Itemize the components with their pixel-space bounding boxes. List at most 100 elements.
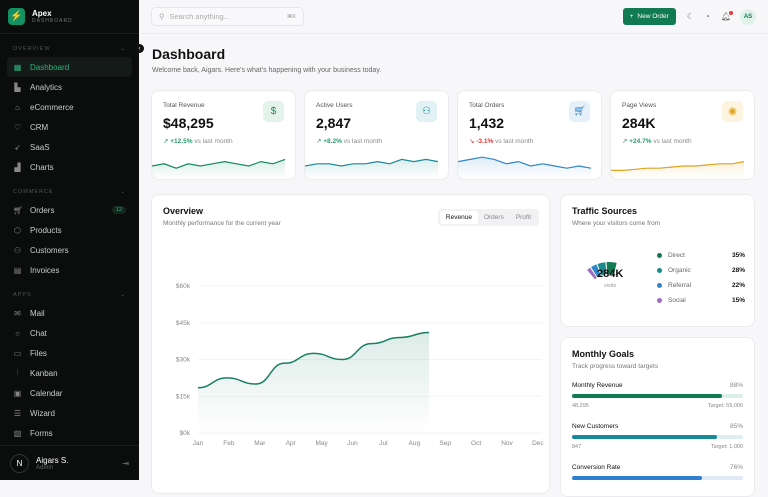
x-tick-label: Jun (347, 440, 358, 447)
section-overview[interactable]: OVERVIEW ⌄ (0, 46, 139, 52)
chart-icon: ▟ (14, 162, 21, 172)
overview-chart: $0k $15k $30k $45k $60k Jan Feb Mar Apr May Jun Jul… (176, 283, 545, 447)
section-apps[interactable]: APPS ⌄ (0, 292, 139, 298)
goal-target: Target: 1,000 (710, 444, 743, 450)
goal-progress-fill (572, 476, 702, 480)
moon-icon[interactable]: ☾ (686, 12, 694, 21)
sidebar-item-crm[interactable]: ♡ CRM (7, 117, 132, 137)
trend-down-icon: ↘ (469, 138, 475, 145)
chevron-down-icon: ⌄ (120, 46, 126, 52)
sidebar-item-calendar[interactable]: ▣ Calendar (7, 383, 132, 403)
sparkline-line (458, 156, 592, 169)
stat-card-total-orders[interactable]: Total Orders 1,432 ↘ -3.1% vs last month… (457, 90, 602, 180)
trend-up-icon: ↗ (316, 138, 322, 145)
tab-profit[interactable]: Profit (515, 214, 531, 221)
brand[interactable]: ⚡ Apex DASHBOARD (0, 0, 139, 34)
bell-icon[interactable]: 🔔︎ (720, 11, 733, 21)
cart-icon: 🛒︎ (13, 205, 24, 215)
user-name: Aigars S. (36, 455, 69, 465)
stat-card-total-revenue[interactable]: Total Revenue $48,295 ↗ +12.5% vs last m… (151, 90, 296, 180)
legend-item-direct: Direct 35% (657, 252, 745, 259)
user-profile[interactable]: N Aigars S. Admin ⇥ (0, 445, 139, 480)
stat-card-page-views[interactable]: Page Views 284K ↗ +24.7% vs last month ◉ (610, 90, 755, 180)
goal-pct: 88% (729, 382, 743, 389)
stat-label: Active Users (316, 102, 353, 109)
legend-name: Social (668, 297, 686, 304)
donut-segment-social[interactable] (587, 267, 597, 280)
goal-target: Target: 55,000 (707, 403, 743, 409)
stat-value: 1,432 (469, 115, 505, 131)
sidebar-item-mail[interactable]: ✉ Mail (7, 303, 132, 323)
sidebar-item-forms[interactable]: ▧ Forms (7, 423, 132, 443)
box-icon: ⬡ (14, 225, 21, 235)
user-avatar[interactable]: AS (740, 8, 756, 25)
stat-card-active-users[interactable]: Active Users 2,847 ↗ +8.2% vs last month… (304, 90, 449, 180)
sidebar-item-products[interactable]: ⬡ Products (7, 220, 132, 240)
stat-value: $48,295 (163, 115, 214, 131)
palette-icon[interactable]: ◔ (705, 12, 710, 21)
sparkline-area (305, 159, 438, 179)
donut-segment-organic[interactable] (597, 262, 607, 276)
donut-segment-direct[interactable] (606, 262, 617, 275)
folder-icon: ▭ (13, 348, 22, 358)
sidebar-item-label: Kanban (30, 368, 58, 378)
user-role: Admin (36, 464, 54, 471)
legend-dot (657, 298, 662, 303)
goal-current: 48,295 (572, 403, 589, 409)
legend-pct: 28% (731, 267, 745, 274)
sidebar-item-charts[interactable]: ▟ Charts (7, 157, 132, 177)
x-tick-label: Sep (439, 440, 451, 447)
kanban-icon: ⦙ (16, 368, 19, 377)
legend-dot (657, 253, 662, 258)
sidebar-item-orders[interactable]: 🛒︎ Orders 12 (7, 200, 132, 220)
y-tick-label: $30k (176, 357, 191, 364)
trend-up-icon: ↗ (622, 138, 628, 145)
stat-value: 2,847 (316, 115, 352, 131)
collapse-sidebar-button[interactable]: ‹ (135, 44, 144, 53)
sidebar-item-chat[interactable]: ○ Chat (7, 323, 132, 343)
sidebar-item-kanban[interactable]: ⦙ Kanban (7, 363, 132, 383)
tab-revenue[interactable]: Revenue (439, 211, 478, 224)
sidebar-item-analytics[interactable]: ▙ Analytics (7, 77, 132, 97)
sidebar-item-customers[interactable]: ⚇ Customers (7, 240, 132, 260)
sparkline-area (458, 157, 591, 179)
sidebar-item-wizard[interactable]: ☰ Wizard (7, 403, 132, 423)
new-order-button[interactable]: + New Order (622, 8, 676, 25)
series-line (197, 331, 430, 389)
sidebar: ⚡ Apex DASHBOARD OVERVIEW ⌄ ▦ Dashboard ▙ Anal… (0, 0, 139, 480)
search-input[interactable]: ⚲ Search anything... ⌘K (151, 7, 304, 26)
overview-subtitle: Monthly performance for the current year (163, 220, 281, 227)
sidebar-item-label: Files (30, 348, 47, 358)
sidebar-item-dashboard[interactable]: ▦ Dashboard (7, 57, 132, 77)
sidebar-item-label: Wizard (30, 408, 55, 418)
sidebar-nav: OVERVIEW ⌄ ▦ Dashboard ▙ Analytics ⌂ eCommerce ♡… (0, 46, 139, 443)
sidebar-item-label: Mail (30, 308, 45, 318)
brand-name: Apex (32, 9, 52, 18)
logout-icon[interactable]: ⇥ (122, 458, 129, 468)
goal-progress-bar (572, 435, 743, 439)
notification-dot (729, 11, 733, 15)
sidebar-item-invoices[interactable]: ▤ Invoices (7, 260, 132, 280)
sidebar-item-saas[interactable]: ➶ SaaS (7, 137, 132, 157)
change-value: +8.2% (323, 138, 342, 145)
sparkline-line (152, 158, 286, 169)
plus-icon: + (629, 13, 634, 20)
page-title: Dashboard (152, 46, 226, 62)
sidebar-item-label: Invoices (30, 265, 60, 275)
goal-pct: 85% (729, 423, 743, 430)
sparkline-area (152, 159, 285, 179)
tab-orders[interactable]: Orders (483, 214, 504, 221)
section-commerce[interactable]: COMMERCE ⌄ (0, 189, 139, 195)
legend-dot (657, 283, 662, 288)
sidebar-item-ecommerce[interactable]: ⌂ eCommerce (7, 97, 132, 117)
overview-card: Overview Monthly performance for the cur… (151, 194, 550, 494)
page-subtitle: Welcome back, Aigars. Here's what's happ… (152, 67, 382, 74)
sidebar-item-files[interactable]: ▭ Files (7, 343, 132, 363)
sparkline (458, 156, 592, 179)
stat-label: Page Views (622, 102, 657, 109)
sidebar-item-label: Analytics (30, 82, 63, 92)
donut-segment-referral[interactable] (591, 264, 601, 278)
goal-current: 847 (572, 444, 582, 450)
goal-progress-bar (572, 476, 743, 480)
sidebar-item-label: CRM (30, 122, 49, 132)
